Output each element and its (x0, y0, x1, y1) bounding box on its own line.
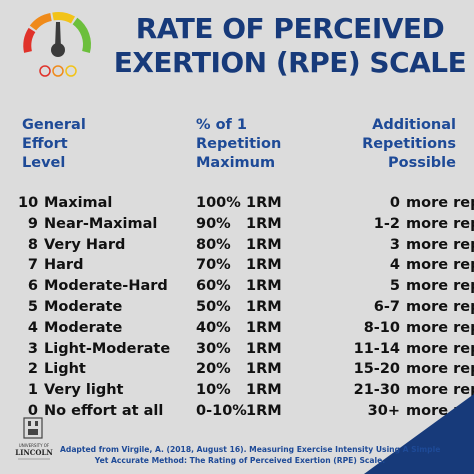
header-text: General (22, 117, 86, 133)
percent-value: 20% (196, 361, 231, 378)
level-number: 8 (27, 236, 38, 253)
table-row: 6 Moderate-Hard 60% 1RM 5 more reps (0, 276, 474, 297)
logo-text-line-2: LINCOLN (15, 448, 53, 457)
header-text: Level (22, 155, 66, 171)
level-number: 9 (27, 215, 38, 232)
logo-text-line-1: UNIVERSITY OF (19, 443, 50, 448)
header-text: Additional (372, 117, 456, 133)
level-number: 5 (27, 298, 38, 315)
reps-suffix: more reps (406, 319, 474, 336)
reps-value: 11-14 (353, 340, 400, 357)
reps-value: 8-10 (363, 319, 400, 336)
reps-suffix: more reps (406, 278, 474, 295)
corner-triangle-decoration (364, 394, 474, 474)
reps-suffix: more reps (406, 361, 474, 378)
table-row: 8 Very Hard 80% 1RM 3 more reps (0, 235, 474, 256)
title-line-1: RATE OF PERCEIVED (135, 12, 445, 45)
rpe-table: 10 Maximal 100% 1RM 0 more reps 9 Near-M… (0, 193, 474, 422)
level-name: Light (44, 361, 86, 378)
rm-label: 1RM (246, 236, 282, 253)
percent-value: 70% (196, 257, 231, 274)
percent-value: 100% (196, 195, 241, 211)
reps-value: 21-30 (353, 382, 400, 399)
percent-value: 0-10% (196, 402, 247, 419)
percent-value: 30% (196, 340, 231, 357)
level-name: Moderate-Hard (44, 278, 168, 295)
level-number: 3 (27, 340, 38, 357)
rm-label: 1RM (246, 340, 282, 357)
percent-value: 40% (196, 319, 231, 336)
reps-value: 3 (389, 236, 400, 253)
rm-label: 1RM (246, 298, 282, 315)
reps-suffix: more reps (406, 195, 474, 211)
table-row: 1 Very light 10% 1RM 21-30 more reps (0, 380, 474, 401)
level-name: Moderate (44, 319, 123, 336)
reps-suffix: more reps (406, 215, 474, 232)
header-text: Repetition (196, 136, 282, 152)
rm-label: 1RM (246, 361, 282, 378)
reps-suffix: more reps (406, 340, 474, 357)
citation-line-2: Yet Accurate Method: The Rating of Perce… (94, 456, 386, 465)
level-number: 0 (27, 402, 38, 419)
table-row: 10 Maximal 100% 1RM 0 more reps (0, 193, 474, 214)
reps-value: 0 (389, 195, 400, 211)
rm-label: 1RM (246, 257, 282, 274)
level-number: 10 (18, 195, 39, 211)
header-effort-level: General Effort Level (22, 116, 86, 173)
page-title: RATE OF PERCEIVED EXERTION (RPE) SCALE (112, 12, 468, 80)
level-number: 6 (27, 278, 38, 295)
citation-line-1: Adapted from Virgile, A. (2018, August 1… (60, 445, 441, 454)
level-name: No effort at all (44, 402, 164, 419)
reps-suffix: more reps (406, 257, 474, 274)
rm-label: 1RM (246, 195, 282, 211)
header-text: % of 1 (196, 117, 247, 133)
percent-value: 60% (196, 278, 231, 295)
table-row: 5 Moderate 50% 1RM 6-7 more reps (0, 297, 474, 318)
level-name: Near-Maximal (44, 215, 158, 232)
level-name: Light-Moderate (44, 340, 171, 357)
rm-label: 1RM (246, 278, 282, 295)
header-additional-reps: Additional Repetitions Possible (362, 116, 456, 173)
rm-label: 1RM (246, 402, 282, 419)
rm-label: 1RM (246, 382, 282, 399)
university-crest-icon: UNIVERSITY OF LINCOLN (15, 417, 53, 460)
table-row: 9 Near-Maximal 90% 1RM 1-2 more reps (0, 214, 474, 235)
reps-value: 6-7 (373, 298, 400, 315)
level-name: Hard (44, 257, 84, 274)
percent-value: 90% (196, 215, 231, 232)
level-name: Moderate (44, 298, 123, 315)
rm-label: 1RM (246, 215, 282, 232)
header-text: Maximum (196, 155, 276, 171)
exertion-gauge-icon (23, 12, 91, 77)
rm-label: 1RM (246, 319, 282, 336)
percent-value: 50% (196, 298, 231, 315)
level-name: Very light (44, 382, 124, 399)
percent-value: 10% (196, 382, 231, 399)
reps-value: 1-2 (373, 215, 400, 232)
reps-suffix: more reps (406, 298, 474, 315)
table-row: 7 Hard 70% 1RM 4 more reps (0, 255, 474, 276)
level-name: Maximal (44, 195, 113, 211)
level-name: Very Hard (44, 236, 126, 253)
reps-value: 15-20 (353, 361, 400, 378)
percent-value: 80% (196, 236, 231, 253)
header-text: Possible (387, 155, 456, 171)
table-row: 2 Light 20% 1RM 15-20 more reps (0, 359, 474, 380)
reps-value: 5 (389, 278, 400, 295)
level-number: 1 (27, 382, 38, 399)
header-text: Repetitions (362, 136, 456, 152)
header-percent-1rm: % of 1 Repetition Maximum (196, 116, 281, 173)
level-number: 2 (27, 361, 38, 378)
reps-value: 30+ (367, 402, 400, 419)
title-line-2: EXERTION (RPE) SCALE (113, 46, 467, 79)
reps-value: 4 (389, 257, 400, 274)
table-row: 4 Moderate 40% 1RM 8-10 more reps (0, 318, 474, 339)
table-row: 3 Light-Moderate 30% 1RM 11-14 more reps (0, 339, 474, 360)
level-number: 4 (27, 319, 38, 336)
citation-footer: Adapted from Virgile, A. (2018, August 1… (60, 444, 441, 466)
level-number: 7 (27, 257, 38, 274)
header-text: Effort (22, 136, 68, 152)
reps-suffix: more reps (406, 236, 474, 253)
